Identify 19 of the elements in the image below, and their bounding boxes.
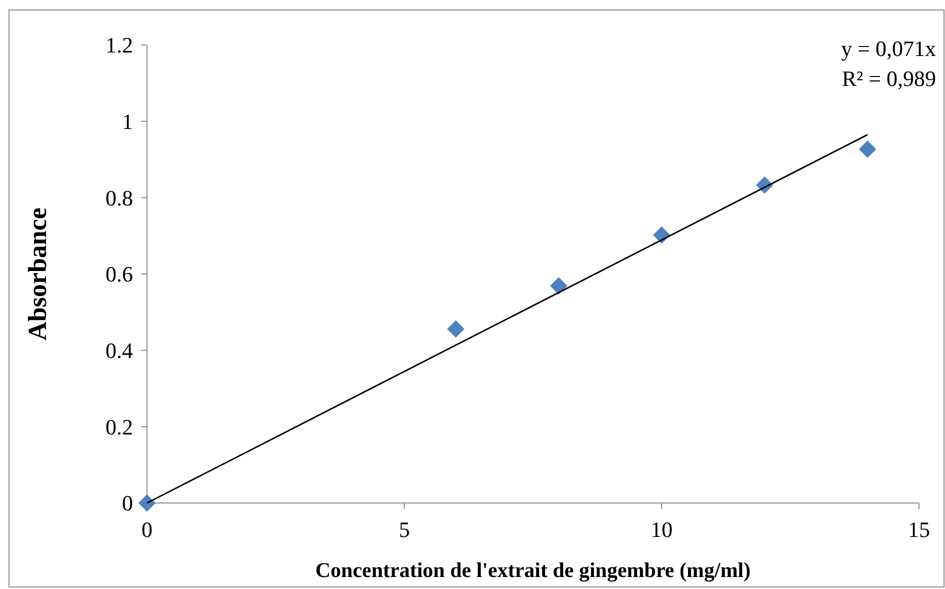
y-tick-label: 0.8 xyxy=(106,185,133,210)
point xyxy=(858,140,876,158)
annotation: y = 0,071x xyxy=(841,36,936,61)
annotation: R² = 0,989 xyxy=(842,66,936,91)
y-tick-label: 0 xyxy=(122,490,133,516)
x-tick-label: 15 xyxy=(908,517,930,542)
x-tick-label: 10 xyxy=(650,517,673,542)
y-tick-label: 1.2 xyxy=(106,32,133,58)
point xyxy=(550,277,568,294)
y-tick-label: 0.2 xyxy=(106,414,133,440)
x-axis-title: Concentration de l'extrait de gingembre (mg/ml) xyxy=(315,558,751,582)
y-tick-label: 1 xyxy=(122,109,133,134)
y-axis-title: Absorbance xyxy=(23,208,52,340)
y-tick-label: 0.4 xyxy=(106,338,133,364)
point xyxy=(447,320,464,338)
x-tick-label: 5 xyxy=(398,517,410,542)
x-tick-label: 0 xyxy=(142,517,152,542)
y-tick-label: 0.6 xyxy=(106,262,133,287)
point xyxy=(138,494,156,512)
